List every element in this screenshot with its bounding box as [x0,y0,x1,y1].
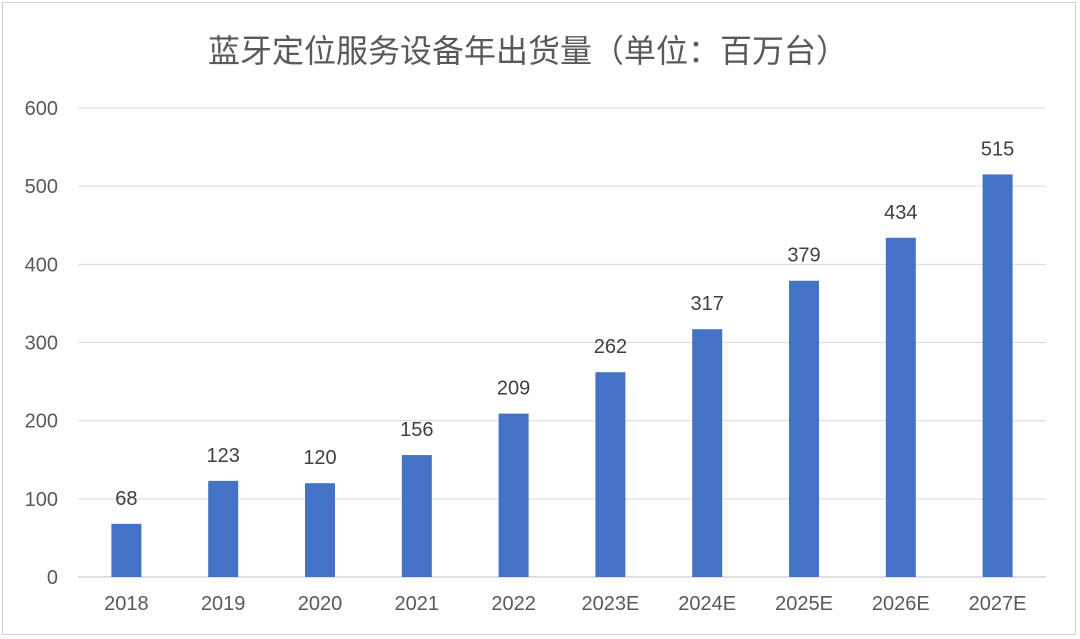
bar [401,455,432,577]
data-label: 379 [787,245,820,267]
x-tick-label: 2024E [678,593,736,615]
x-axis-ticks: 2018 2019 2020 2021 2022 2023E 2024E 2025E 2026E… [104,593,1026,615]
x-tick-label: 2021 [395,593,440,615]
y-tick-label: 200 [25,411,58,433]
x-tick-label: 2020 [298,593,343,615]
x-tick-label: 2025E [775,593,833,615]
y-tick-label: 300 [25,333,58,355]
y-tick-label: 0 [47,567,58,589]
bar [885,237,916,578]
x-tick-label: 2026E [872,593,930,615]
bar [305,483,335,577]
bar [208,480,239,577]
x-tick-label: 2019 [201,593,246,615]
x-tick-label: 2027E [969,593,1027,615]
gridlines [78,107,1046,578]
bar [595,372,626,577]
data-label: 434 [884,202,917,224]
x-tick-label: 2018 [104,593,149,615]
data-label: 262 [594,336,627,358]
bar [789,280,819,577]
y-tick-label: 500 [25,176,58,198]
bar [692,329,723,577]
data-label: 156 [400,419,433,441]
data-labels: 68 123 120 156 209 262 317 379 434 515 [115,138,1014,509]
data-label: 68 [115,488,137,510]
data-label: 317 [691,293,724,315]
bar [982,174,1013,578]
x-tick-label: 2023E [581,593,639,615]
y-tick-label: 100 [25,489,58,511]
y-tick-label: 600 [25,98,58,120]
data-label: 209 [497,378,530,400]
x-tick-label: 2022 [491,593,536,615]
chart-title: 蓝牙定位服务设备年出货量（单位：百万台） [208,32,848,70]
data-label: 515 [981,138,1014,160]
bar [111,523,142,577]
data-label: 120 [303,447,336,469]
data-label: 123 [207,445,240,467]
y-axis-ticks: 0 100 200 300 400 500 600 [25,98,58,589]
bar [498,413,529,577]
bars [111,174,1013,578]
y-tick-label: 400 [25,254,58,276]
